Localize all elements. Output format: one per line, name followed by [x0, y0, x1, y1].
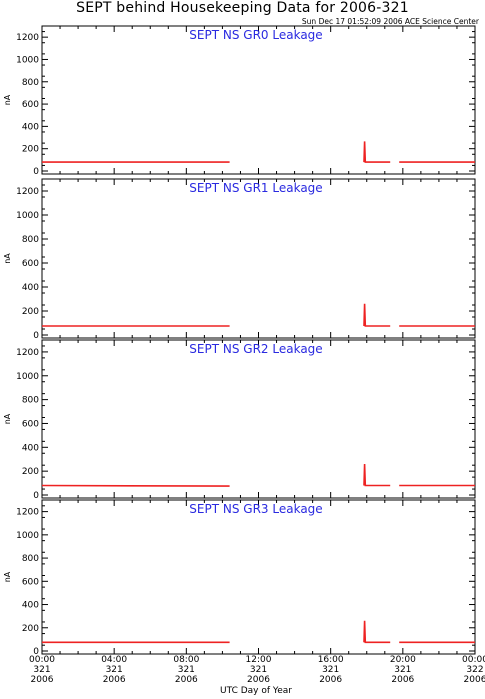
y-tick-label: 1200 [16, 508, 39, 518]
y-tick-label: 0 [33, 167, 39, 177]
y-tick-label: 1200 [16, 33, 39, 43]
x-tick-label: 00:00 [462, 655, 485, 665]
x-tick-label: 2006 [31, 675, 54, 685]
y-tick-label: 600 [22, 577, 39, 587]
x-tick-label: 2006 [103, 675, 126, 685]
x-tick-label: 04:00 [101, 655, 127, 665]
y-tick-label: 1000 [16, 531, 39, 541]
y-tick-label: 1200 [16, 348, 39, 358]
y-tick-label: 600 [22, 259, 39, 269]
panel-2: 0 200 400 600 800 1000 1200 nA SEPT NS GR2 Leaka… [3, 339, 476, 501]
panel-title: SEPT NS GR0 Leakage [189, 28, 322, 42]
panel-frame [41, 499, 476, 655]
x-tick-label: 2006 [319, 675, 342, 685]
y-axis-label: nA [3, 571, 12, 582]
y-axis-label: nA [3, 413, 12, 424]
panel-title: SEPT NS GR2 Leakage [189, 342, 322, 356]
x-tick-label: 321 [394, 665, 411, 675]
x-tick-label: 321 [322, 665, 339, 675]
panel-0: 0 200 400 600 800 1000 1200 nA SEPT NS GR0 Leaka… [3, 25, 476, 177]
series-line-0 [42, 141, 475, 163]
panel-title: SEPT NS GR3 Leakage [189, 502, 322, 516]
panel-frame [41, 25, 476, 175]
y-axis-label: nA [3, 253, 12, 264]
y-tick-label: 800 [22, 78, 39, 88]
panel-frame [41, 339, 476, 499]
panel-frame [41, 178, 476, 339]
x-tick-label: 2006 [391, 675, 414, 685]
y-tick-label: 0 [33, 647, 39, 657]
x-tick-label: 322 [466, 665, 483, 675]
panel-title: SEPT NS GR1 Leakage [189, 181, 322, 195]
y-tick-label: 400 [22, 283, 39, 293]
y-tick-label: 600 [22, 419, 39, 429]
y-tick-label: 200 [22, 145, 39, 155]
y-tick-label: 400 [22, 122, 39, 132]
series-line-0 [42, 620, 475, 644]
y-tick-label: 200 [22, 624, 39, 634]
chart-title: SEPT behind Housekeeping Data for 2006-3… [76, 0, 409, 16]
y-tick-label: 800 [22, 554, 39, 564]
y-tick-label: 800 [22, 235, 39, 245]
y-tick-label: 400 [22, 443, 39, 453]
y-tick-label: 1200 [16, 187, 39, 197]
x-tick-label: 16:00 [318, 655, 344, 665]
y-axis-label: nA [3, 94, 12, 105]
y-tick-label: 400 [22, 601, 39, 611]
x-tick-label: 321 [250, 665, 267, 675]
panel-1: 0 200 400 600 800 1000 1200 nA SEPT NS GR1 Leaka… [3, 178, 476, 341]
x-tick-label: 321 [178, 665, 195, 675]
x-axis-label: UTC Day of Year [220, 686, 292, 696]
x-tick-label: 2006 [464, 675, 485, 685]
y-tick-label: 0 [33, 331, 39, 341]
series-line-0 [42, 303, 475, 327]
y-tick-label: 1000 [16, 55, 39, 65]
y-tick-label: 1000 [16, 372, 39, 382]
x-tick-label: 08:00 [173, 655, 199, 665]
x-tick-label: 2006 [175, 675, 198, 685]
x-tick-label: 321 [33, 665, 50, 675]
y-tick-label: 0 [33, 491, 39, 501]
x-tick-label: 2006 [247, 675, 270, 685]
x-tick-label: 12:00 [246, 655, 272, 665]
y-tick-label: 200 [22, 467, 39, 477]
x-tick-label: 00:00 [29, 655, 55, 665]
x-tick-label: 20:00 [390, 655, 416, 665]
y-tick-label: 1000 [16, 211, 39, 221]
panel-3: 0 200 400 600 800 1000 1200 nA SEPT NS GR3 Leaka… [3, 499, 476, 657]
series-line-0 [41, 463, 475, 487]
y-tick-label: 800 [22, 396, 39, 406]
y-tick-label: 600 [22, 100, 39, 110]
y-tick-label: 200 [22, 307, 39, 317]
chart-subtitle: Sun Dec 17 01:52:09 2006 ACE Science Cen… [301, 17, 479, 26]
x-tick-label: 321 [106, 665, 123, 675]
